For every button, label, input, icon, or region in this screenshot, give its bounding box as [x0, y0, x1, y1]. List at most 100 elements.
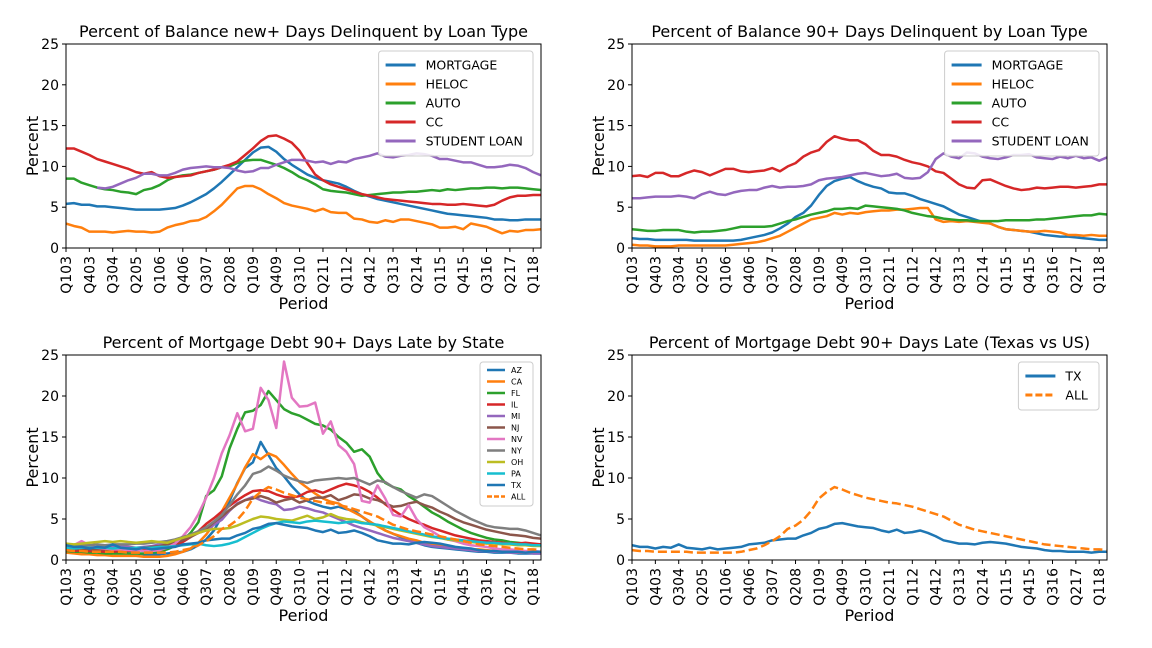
x-tick-label: Q406 — [742, 256, 758, 294]
legend-label: MI — [511, 412, 520, 421]
x-tick-label: Q205 — [695, 568, 711, 606]
x-tick-label: Q307 — [765, 568, 781, 606]
legend-label: AUTO — [426, 96, 461, 111]
x-tick-label: Q205 — [129, 568, 145, 606]
x-tick-label: Q211 — [882, 568, 898, 606]
x-tick-label: Q412 — [929, 256, 945, 294]
y-axis-label: Percent — [589, 116, 608, 176]
x-tick-label: Q211 — [882, 256, 898, 294]
legend-label: CC — [426, 115, 444, 130]
x-tick-label: Q304 — [106, 568, 122, 606]
legend-label: CA — [511, 377, 523, 386]
legend-label: ALL — [1065, 388, 1088, 403]
x-tick-label: Q316 — [1045, 256, 1061, 294]
x-tick-label: Q313 — [952, 256, 968, 294]
x-tick-label: Q106 — [152, 568, 168, 606]
y-tick-label: 15 — [41, 430, 59, 446]
legend-label: STUDENT LOAN — [426, 134, 523, 149]
x-tick-label: Q118 — [1092, 256, 1108, 294]
x-tick-label: Q307 — [199, 568, 215, 606]
y-tick-label: 10 — [41, 471, 59, 487]
x-axis-label: Period — [845, 294, 895, 313]
x-tick-label: Q103 — [59, 256, 75, 294]
series-line-tx — [66, 521, 541, 554]
x-axis-label: Period — [279, 294, 329, 313]
legend-label: CC — [992, 115, 1010, 130]
series-line-all — [632, 485, 1107, 554]
x-tick-label: Q403 — [648, 256, 664, 294]
x-tick-label: Q415 — [1022, 256, 1038, 294]
x-tick-label: Q106 — [718, 568, 734, 606]
x-tick-label: Q211 — [316, 256, 332, 294]
x-tick-label: Q115 — [999, 256, 1015, 294]
chart-title: Percent of Balance 90+ Days Delinquent b… — [651, 22, 1087, 41]
x-tick-label: Q403 — [82, 256, 98, 294]
y-tick-label: 5 — [50, 200, 59, 216]
chart-title: Percent of Balance new+ Days Delinquent … — [79, 22, 528, 41]
x-tick-label: Q118 — [526, 256, 542, 294]
axes-frame — [631, 43, 1108, 249]
x-tick-label: Q412 — [363, 256, 379, 294]
x-tick-label: Q409 — [269, 256, 285, 294]
series-line-student-loan — [97, 152, 541, 190]
legend-label: MORTGAGE — [992, 58, 1064, 73]
x-tick-label: Q307 — [199, 256, 215, 294]
chart-panel-3: Percent of Mortgage Debt 90+ Days Late b… — [23, 333, 542, 625]
x-tick-label: Q214 — [975, 256, 991, 294]
x-tick-label: Q112 — [905, 568, 921, 606]
chart-title: Percent of Mortgage Debt 90+ Days Late b… — [103, 333, 505, 352]
x-tick-label: Q313 — [386, 256, 402, 294]
x-tick-label: Q112 — [905, 256, 921, 294]
y-tick-label: 15 — [607, 119, 625, 135]
x-tick-label: Q208 — [223, 256, 239, 294]
x-tick-label: Q409 — [835, 568, 851, 606]
y-axis-label: Percent — [589, 427, 608, 487]
series-line-all — [66, 485, 541, 554]
series-line-ny — [66, 465, 541, 548]
x-tick-label: Q112 — [339, 256, 355, 294]
x-tick-label: Q406 — [176, 256, 192, 294]
legend-label: NY — [511, 446, 522, 455]
x-tick-label: Q304 — [672, 256, 688, 294]
chart-title: Percent of Mortgage Debt 90+ Days Late (… — [649, 333, 1090, 352]
legend-label: PA — [511, 469, 521, 478]
y-tick-label: 20 — [607, 78, 625, 94]
legend-label: TX — [510, 481, 522, 490]
x-tick-label: Q412 — [363, 568, 379, 606]
x-tick-label: Q109 — [812, 256, 828, 294]
x-tick-label: Q205 — [695, 256, 711, 294]
x-tick-label: Q115 — [433, 256, 449, 294]
y-tick-label: 15 — [607, 430, 625, 446]
y-tick-label: 20 — [41, 78, 59, 94]
x-axis-label: Period — [279, 606, 329, 625]
legend-box — [944, 50, 1100, 157]
legend-box — [1017, 361, 1100, 411]
x-tick-label: Q409 — [269, 568, 285, 606]
x-tick-label: Q310 — [859, 256, 875, 294]
x-tick-label: Q208 — [223, 568, 239, 606]
y-tick-label: 20 — [607, 389, 625, 405]
legend-label: FL — [511, 389, 521, 398]
y-tick-label: 20 — [41, 389, 59, 405]
chart-panel-4: Percent of Mortgage Debt 90+ Days Late (… — [589, 333, 1108, 625]
y-tick-label: 10 — [607, 471, 625, 487]
x-tick-label: Q106 — [152, 256, 168, 294]
x-tick-label: Q406 — [742, 568, 758, 606]
series-line-heloc — [632, 206, 1107, 248]
y-axis-label: Percent — [23, 116, 42, 176]
y-tick-label: 25 — [607, 37, 625, 53]
x-tick-label: Q103 — [59, 568, 75, 606]
x-tick-label: Q310 — [859, 568, 875, 606]
y-tick-label: 10 — [607, 159, 625, 175]
series-line-cc — [632, 134, 1107, 192]
legend-label: HELOC — [992, 77, 1035, 92]
x-tick-label: Q316 — [479, 568, 495, 606]
series-line-auto — [632, 204, 1107, 234]
legend-label: TX — [1064, 369, 1082, 384]
x-tick-label: Q118 — [1092, 568, 1108, 606]
series-line-mortgage — [66, 145, 541, 222]
legend: TX ALL — [1017, 361, 1100, 411]
series-line-heloc — [66, 184, 541, 235]
y-axis-label: Percent — [23, 427, 42, 487]
y-tick-label: 25 — [41, 37, 59, 53]
